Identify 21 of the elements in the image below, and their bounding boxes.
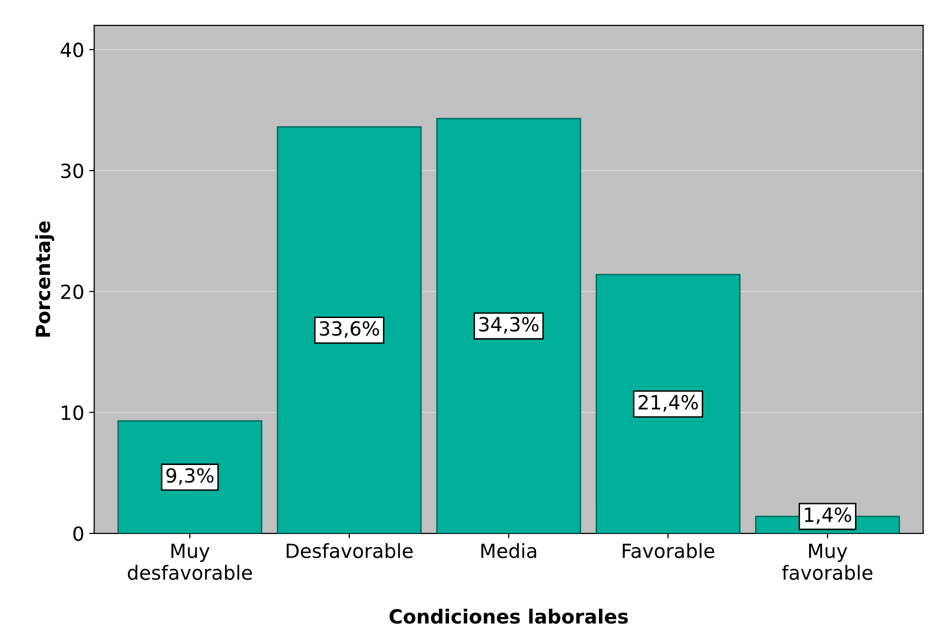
- data-label: 9,3%: [166, 468, 214, 485]
- x-axis-title: Condiciones laborales: [390, 608, 628, 624]
- y-tick-label: 20: [61, 284, 84, 300]
- y-tick-label: 10: [62, 405, 84, 420]
- data-label: 1,4%: [804, 507, 852, 524]
- data-label: 21,4%: [638, 394, 698, 412]
- x-tick-label: Media: [481, 543, 536, 558]
- data-label: 33,6%: [320, 321, 380, 338]
- y-tick-label: 40: [60, 42, 84, 58]
- bar: [596, 274, 741, 534]
- bar: [436, 118, 582, 534]
- bar: [276, 126, 422, 534]
- x-tick-label: Muy favorable: [782, 544, 872, 580]
- y-axis-title: Porcentaje: [35, 221, 54, 337]
- x-tick-label: Muy desfavorable: [128, 544, 252, 580]
- data-label: 34,3%: [479, 316, 538, 334]
- y-tick-label: 30: [61, 164, 84, 178]
- x-tick-label: Desfavorable: [286, 543, 413, 558]
- x-tick-label: Favorable: [622, 543, 714, 558]
- y-tick-label: 0: [73, 526, 84, 542]
- bar: [117, 420, 262, 534]
